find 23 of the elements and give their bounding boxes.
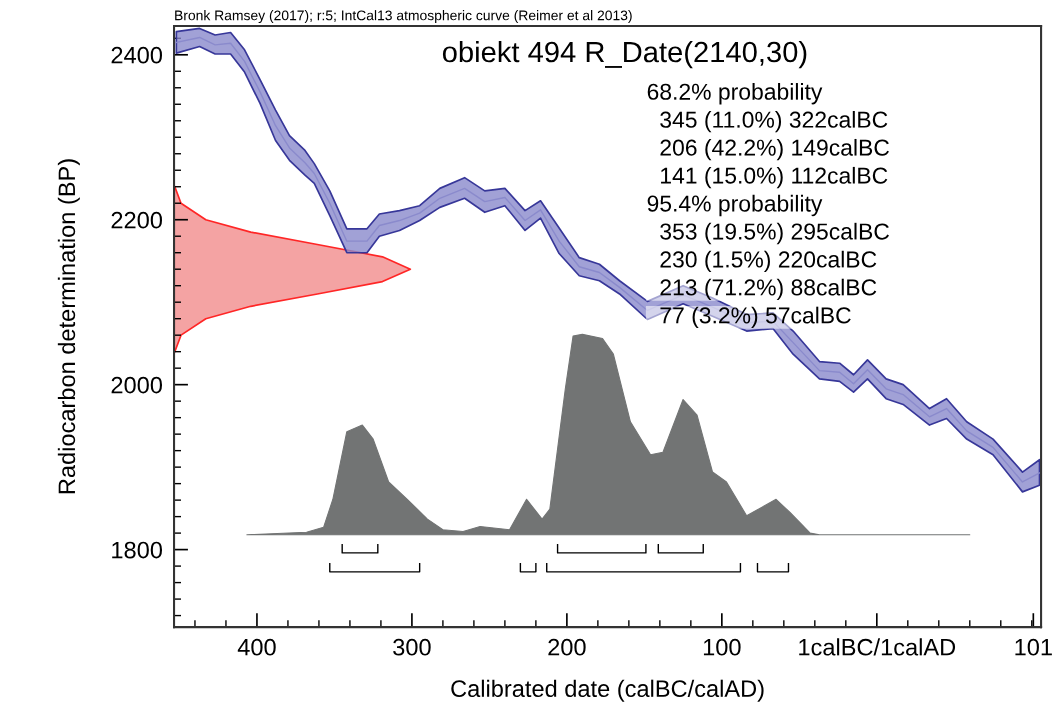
y-tick-label: 2200 [111,211,163,229]
x-tick-label: 400 [237,638,276,656]
annotation: 213 (71.2%) 88calBC [660,278,877,301]
annotation: 141 (15.0%) 112calBC [661,166,888,189]
x-tick-label: 300 [393,638,431,656]
x-tick-label: 101 [1015,638,1052,656]
annotation: 345 (11.0%) 322calBC [660,110,888,133]
annotation: 206 (42.2%) 149calBC [660,138,890,161]
annotation: 95.4% probability [647,194,823,217]
x-axis-title: Calibrated date (calBC/calAD) [451,679,764,702]
annotation: 353 (19.5%) 295calBC [660,222,890,245]
chart-title: obiekt 494 R_Date(2140,30) [442,40,807,69]
chart-subtitle: Bronk Ramsey (2017); r:5; IntCal13 atmospheric curve (Reimer et al 2013) [175,10,632,24]
y-tick-label: 1800 [112,541,163,559]
y-tick-label: 2400 [111,46,163,64]
annotation: 77 (3.2%) 57calBC [660,306,851,329]
x-tick-label: 100 [703,638,741,656]
x-tick-label: 1calBC/1calAD [799,638,956,656]
x-tick-label: 200 [548,638,586,656]
y-axis-title: Radiocarbon determination (BP) [57,159,80,494]
annotation: 230 (1.5%) 220calBC [660,250,877,273]
y-tick-label: 2000 [111,376,163,394]
annotation: 68.2% probability [647,83,823,105]
